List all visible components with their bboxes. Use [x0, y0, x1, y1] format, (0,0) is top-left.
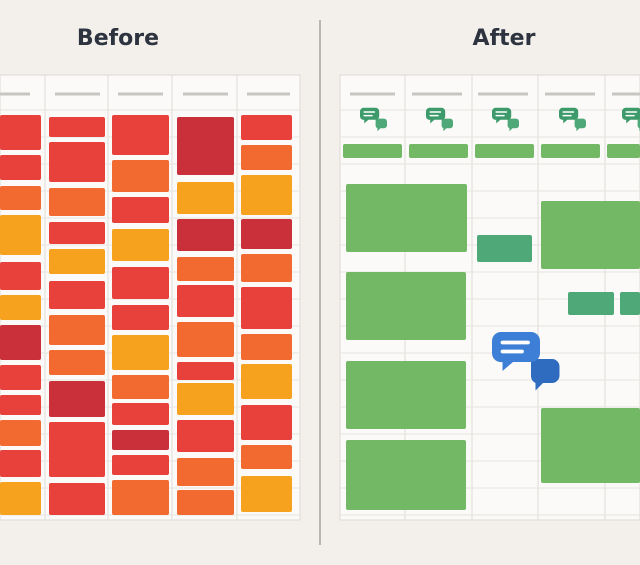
task-block [241, 219, 292, 249]
task-block [241, 287, 292, 329]
task-block [49, 249, 105, 274]
panel-title: After [473, 26, 536, 51]
task-block [241, 445, 292, 469]
task-block [49, 350, 105, 375]
task-block [0, 215, 41, 255]
task-block [241, 334, 292, 360]
bubble [637, 118, 640, 132]
panel-title: Before [77, 26, 159, 51]
task-block [112, 430, 169, 450]
bubble [574, 118, 586, 132]
task-block [177, 420, 234, 452]
task-block [49, 483, 105, 515]
task-block [346, 272, 466, 340]
task-block [177, 285, 234, 317]
task-block [49, 381, 105, 417]
task-block [49, 281, 105, 309]
task-block [177, 458, 234, 486]
task-block [0, 482, 41, 515]
task-block [0, 295, 41, 320]
task-block [112, 305, 169, 330]
chat-icon [621, 107, 640, 132]
header-bar [343, 144, 402, 158]
task-block [241, 476, 292, 512]
header-bar [409, 144, 468, 158]
header-bar [475, 144, 534, 158]
task-block [0, 450, 41, 477]
chat-icon [491, 107, 519, 132]
task-block [241, 254, 292, 282]
task-block [0, 262, 41, 290]
task-block [112, 455, 169, 475]
bubble [530, 359, 560, 391]
task-block [346, 361, 466, 429]
task-block [0, 115, 41, 150]
task-block [346, 440, 466, 510]
task-block [112, 403, 169, 425]
chat-icon [558, 107, 586, 132]
task-block [177, 383, 234, 415]
chat-icon [491, 332, 560, 391]
bubble [507, 118, 519, 132]
task-block [620, 292, 640, 315]
task-block [112, 267, 169, 299]
task-block [177, 257, 234, 281]
task-block [241, 364, 292, 399]
task-block [177, 362, 234, 380]
header-bar [607, 144, 640, 158]
task-block [541, 408, 640, 483]
bubble [375, 118, 387, 132]
task-block [241, 405, 292, 440]
chat-icon [359, 107, 387, 132]
task-block [49, 188, 105, 216]
chat-icon [425, 107, 453, 132]
task-block [112, 375, 169, 399]
task-block [112, 160, 169, 192]
task-block [177, 490, 234, 515]
task-block [49, 422, 105, 477]
task-block [49, 142, 105, 182]
task-block [177, 182, 234, 214]
task-block [112, 480, 169, 515]
task-block [0, 365, 41, 390]
task-block [112, 197, 169, 223]
task-block [49, 117, 105, 137]
task-block [541, 201, 640, 269]
task-block [241, 115, 292, 140]
bubble [441, 118, 453, 132]
task-block [0, 155, 41, 180]
task-block [0, 420, 41, 446]
blocks [0, 107, 640, 515]
task-block [177, 219, 234, 251]
task-block [112, 115, 169, 155]
task-block [346, 184, 467, 252]
task-block [0, 186, 41, 210]
task-block [241, 175, 292, 215]
task-block [241, 145, 292, 170]
task-block [49, 315, 105, 345]
task-block [49, 222, 105, 244]
task-block [112, 229, 169, 261]
task-block [477, 235, 532, 262]
task-block [177, 322, 234, 357]
task-block [177, 117, 234, 175]
task-block [0, 325, 41, 360]
task-block [0, 395, 41, 415]
header-bar [541, 144, 600, 158]
task-block [112, 335, 169, 370]
task-block [568, 292, 614, 315]
